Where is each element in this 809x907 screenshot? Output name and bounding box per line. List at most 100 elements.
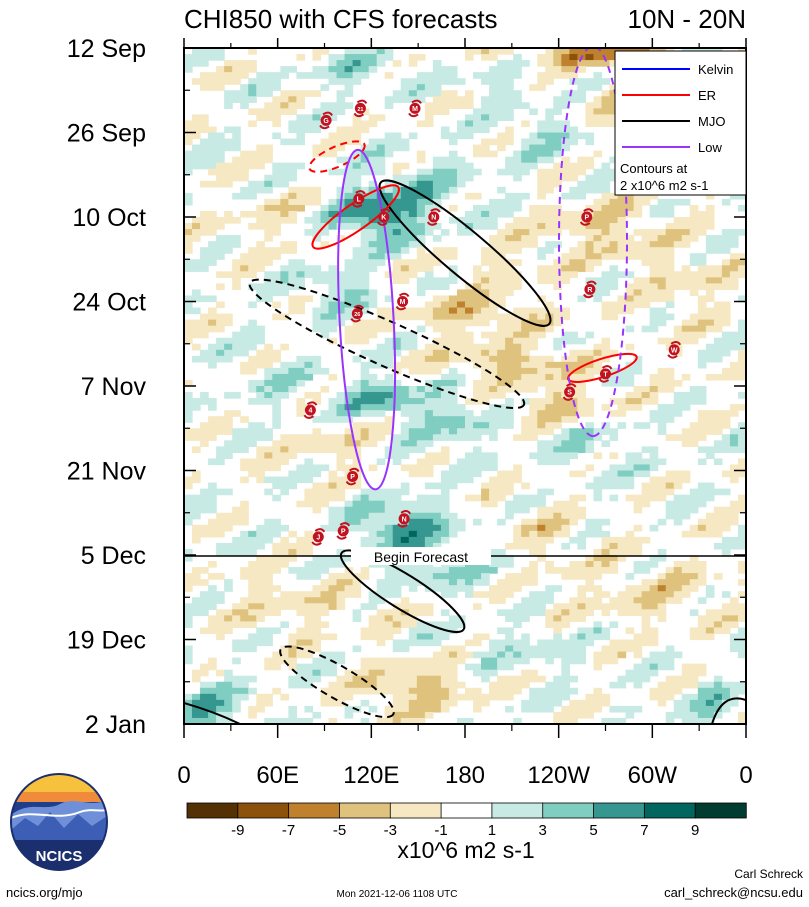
field-cell <box>737 603 746 610</box>
field-cell <box>689 579 699 586</box>
field-cell <box>296 367 306 375</box>
field-cell <box>585 373 595 381</box>
field-cell <box>641 277 651 284</box>
legend-label-mjo: MJO <box>698 114 725 129</box>
field-cell <box>585 603 595 610</box>
field-cell <box>489 307 498 315</box>
field-cell <box>633 198 643 206</box>
field-cell <box>537 404 546 411</box>
field-cell <box>489 108 498 115</box>
field-cell <box>601 168 611 176</box>
field-cell <box>384 711 394 719</box>
field-cell <box>489 271 498 278</box>
field-cell <box>537 271 546 278</box>
field-cell <box>280 597 289 604</box>
field-cell <box>280 446 289 453</box>
field-cell <box>352 446 362 453</box>
field-cell <box>272 530 281 538</box>
field-cell <box>216 162 225 170</box>
field-cell <box>424 536 434 544</box>
field-cell <box>625 476 635 484</box>
field-cell <box>224 512 233 520</box>
field-cell <box>601 627 611 635</box>
field-cell <box>569 518 578 526</box>
field-cell <box>657 410 667 417</box>
field-cell <box>617 542 627 550</box>
field-cell <box>360 277 370 284</box>
field-cell <box>609 555 619 562</box>
field-cell <box>368 319 378 327</box>
field-cell <box>537 325 546 333</box>
field-cell <box>376 585 386 592</box>
field-cell <box>649 494 659 502</box>
field-cell <box>304 229 314 236</box>
field-cell <box>545 615 554 622</box>
field-cell <box>497 410 506 417</box>
field-cell <box>184 120 193 128</box>
field-cell <box>336 675 346 683</box>
field-cell <box>545 217 554 224</box>
footer-site[interactable]: ncics.org/mjo <box>6 885 83 900</box>
field-cell <box>577 597 587 604</box>
field-cell <box>585 705 595 713</box>
field-cell <box>344 277 354 284</box>
begin-forecast-label-bg <box>351 547 491 565</box>
field-cell <box>304 72 314 79</box>
field-cell <box>240 530 249 538</box>
field-cell <box>264 295 273 303</box>
field-cell <box>400 192 410 200</box>
field-cell <box>400 434 410 441</box>
field-cell <box>481 289 490 297</box>
field-cell <box>344 186 354 194</box>
field-cell <box>561 48 570 55</box>
footer-email[interactable]: carl_schreck@ncsu.edu <box>664 885 803 900</box>
field-cell <box>192 500 201 508</box>
field-cell <box>721 609 731 616</box>
field-cell <box>689 337 699 345</box>
field-cell <box>208 72 217 79</box>
field-cell <box>432 174 442 182</box>
field-cell <box>633 283 643 291</box>
field-cell <box>577 561 587 568</box>
field-cell <box>561 506 570 514</box>
field-cell <box>208 615 217 622</box>
field-cell <box>456 428 466 435</box>
field-cell <box>200 247 209 254</box>
field-cell <box>505 126 514 134</box>
field-cell <box>609 657 619 665</box>
field-cell <box>248 609 257 616</box>
field-cell <box>328 373 338 381</box>
field-cell <box>609 561 619 568</box>
field-cell <box>721 627 731 635</box>
field-cell <box>400 174 410 182</box>
field-cell <box>513 343 522 351</box>
field-cell <box>424 603 434 610</box>
field-cell <box>392 488 402 496</box>
field-cell <box>529 84 538 91</box>
field-cell <box>569 379 578 387</box>
x-axis: 0 60E 120E 180 120W 60W 0 <box>177 38 753 789</box>
field-cell <box>240 156 249 164</box>
field-cell <box>184 651 193 659</box>
field-cell <box>416 524 426 532</box>
field-cell <box>473 108 482 115</box>
field-cell <box>264 585 273 592</box>
field-cell <box>713 542 723 550</box>
field-cell <box>392 711 402 719</box>
field-cell <box>625 609 635 616</box>
field-cell <box>481 494 490 502</box>
field-cell <box>184 500 193 508</box>
field-cell <box>545 144 554 152</box>
field-cell <box>416 675 426 683</box>
field-cell <box>272 542 281 550</box>
field-cell <box>408 500 418 508</box>
field-cell <box>296 573 306 580</box>
field-cell <box>585 138 595 146</box>
field-cell <box>553 621 562 629</box>
field-cell <box>497 361 506 369</box>
field-cell <box>200 78 209 85</box>
field-cell <box>505 90 514 97</box>
field-cell <box>408 567 418 574</box>
field-cell <box>424 428 434 435</box>
field-cell <box>400 488 410 496</box>
